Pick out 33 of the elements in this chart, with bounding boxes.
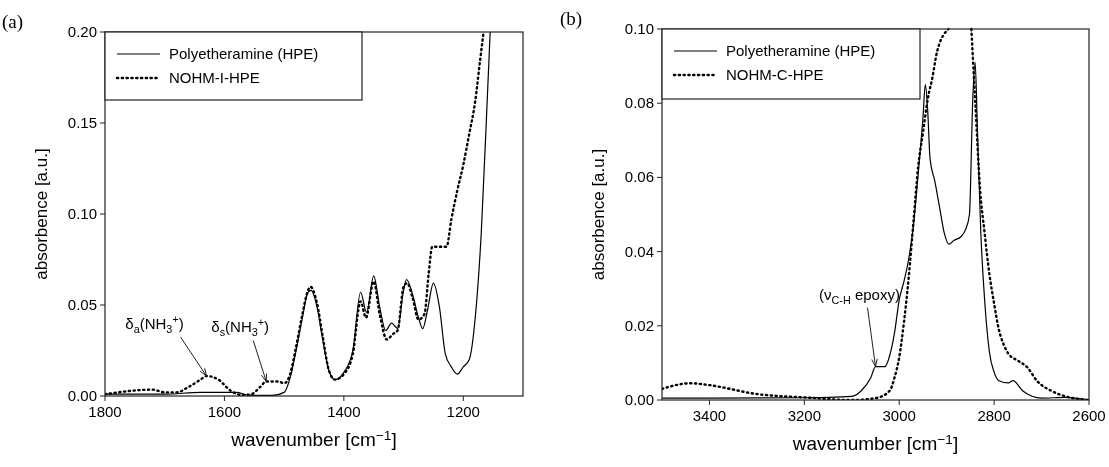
annotation: (ν$_{C-H}$ epoxy) <box>819 285 900 306</box>
x-tick-label: 1800 <box>88 403 122 420</box>
annotation: δ$_{s}$(NH$_{3}$$^{+}$) <box>211 316 270 339</box>
x-tick-label: 3400 <box>692 407 727 424</box>
x-tick-label: 1400 <box>327 403 361 420</box>
y-tick-label: 0.02 <box>624 316 654 334</box>
y-tick-label: 0.06 <box>624 168 654 186</box>
y-tick-label: 0.05 <box>67 296 97 313</box>
x-axis-title: wavenumber [cm$^{−1}$] <box>230 428 397 450</box>
x-tick-label: 1200 <box>446 403 480 420</box>
y-tick-label: 0.04 <box>624 242 654 260</box>
x-tick-label: 3000 <box>882 407 916 424</box>
y-tick-label: 0.10 <box>624 20 654 37</box>
chart-title: (b) <box>560 8 583 30</box>
legend-label: NOHM-I-HPE <box>169 69 260 86</box>
y-tick-label: 0.08 <box>624 94 654 112</box>
legend-label: Polyetheramine (HPE) <box>169 45 319 62</box>
y-axis-title: absorbence [a.u.] <box>589 148 608 281</box>
x-tick-label: 1600 <box>207 403 242 420</box>
chart-title: (a) <box>2 11 24 33</box>
y-tick-label: 0.10 <box>67 205 97 222</box>
y-tick-label: 0.00 <box>624 391 654 408</box>
x-tick-label: 2600 <box>1072 407 1106 424</box>
legend-label: Polyetheramine (HPE) <box>726 42 876 59</box>
x-axis-title: wavenumber [cm$^{−1}$] <box>791 432 959 454</box>
x-tick-label: 3200 <box>787 407 822 424</box>
legend-label: NOHM-C-HPE <box>726 66 824 83</box>
x-tick-label: 2800 <box>977 407 1011 424</box>
y-axis-title: absorbence [a.u.] <box>32 148 51 280</box>
y-tick-label: 0.00 <box>67 387 97 404</box>
y-tick-label: 0.15 <box>67 114 97 131</box>
y-tick-label: 0.20 <box>67 23 97 40</box>
annotation: δ$_{a}$(NH$_{3}$$^{+}$) <box>125 312 184 335</box>
